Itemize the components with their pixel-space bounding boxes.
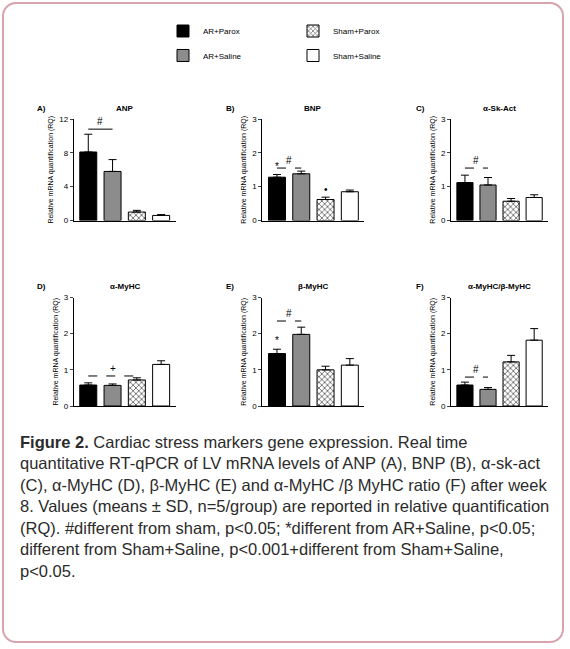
svg-text:1: 1	[64, 366, 69, 375]
svg-text:2: 2	[252, 149, 257, 158]
svg-text:#: #	[286, 155, 292, 166]
svg-text:0: 0	[64, 402, 69, 411]
svg-text:2: 2	[64, 329, 69, 338]
svg-text:Relative mRNA quantification (: Relative mRNA quantification (RQ)	[47, 116, 55, 224]
svg-text:1: 1	[252, 182, 257, 191]
svg-text:α-MyHC: α-MyHC	[110, 282, 140, 291]
svg-text:+: +	[110, 363, 116, 374]
svg-text:2: 2	[441, 149, 446, 158]
svg-text:C): C)	[416, 104, 425, 113]
svg-text:*: *	[275, 161, 279, 172]
svg-text:#: #	[473, 364, 479, 375]
svg-text:A): A)	[37, 104, 46, 113]
svg-text:*: *	[275, 335, 279, 346]
svg-text:β-MyHC: β-MyHC	[298, 282, 328, 291]
svg-text:0: 0	[252, 402, 257, 411]
svg-text:#: #	[286, 308, 292, 319]
svg-text:B): B)	[226, 104, 235, 113]
svg-text:12: 12	[59, 115, 68, 124]
svg-text:Relative mRNA quantification (: Relative mRNA quantification (RQ)	[240, 298, 248, 406]
svg-text:0: 0	[64, 216, 69, 225]
svg-text:#: #	[97, 116, 103, 127]
svg-text:AR+Parox: AR+Parox	[203, 27, 240, 36]
svg-text:Relative mRNA quantification (: Relative mRNA quantification (RQ)	[240, 116, 248, 224]
svg-text:F): F)	[416, 282, 424, 291]
svg-text:ANP: ANP	[116, 104, 134, 113]
svg-text:8: 8	[64, 149, 69, 158]
svg-text:4: 4	[64, 182, 69, 191]
svg-text:3: 3	[441, 293, 446, 302]
svg-text:3: 3	[252, 115, 257, 124]
svg-text:1: 1	[441, 182, 446, 191]
svg-text:1: 1	[441, 366, 446, 375]
svg-text:0: 0	[441, 216, 446, 225]
svg-text:Relative mRNA quantification (: Relative mRNA quantification (RQ)	[429, 116, 437, 224]
svg-text:2: 2	[441, 329, 446, 338]
svg-text:1: 1	[252, 366, 257, 375]
svg-text:0: 0	[252, 216, 257, 225]
svg-text:α-Sk-Act: α-Sk-Act	[483, 104, 516, 113]
svg-text:3: 3	[64, 293, 69, 302]
svg-text:3: 3	[441, 115, 446, 124]
svg-text:AR+Saline: AR+Saline	[203, 52, 242, 61]
svg-text:#: #	[473, 155, 479, 166]
svg-text:•: •	[324, 184, 328, 195]
svg-text:Sham+Parox: Sham+Parox	[333, 27, 379, 36]
svg-text:2: 2	[252, 329, 257, 338]
svg-text:Relative mRNA quantification (: Relative mRNA quantification (RQ)	[52, 298, 60, 406]
svg-text:E): E)	[226, 282, 234, 291]
svg-text:0: 0	[441, 402, 446, 411]
svg-text:Relative mRNA quantification (: Relative mRNA quantification (RQ)	[429, 298, 437, 406]
svg-text:BNP: BNP	[304, 104, 322, 113]
svg-text:α-MyHC/β-MyHC: α-MyHC/β-MyHC	[468, 282, 531, 291]
svg-text:D): D)	[37, 282, 46, 291]
svg-text:3: 3	[252, 293, 257, 302]
svg-text:Sham+Saline: Sham+Saline	[333, 52, 381, 61]
html-text:Figure 2. Cardiac stress marke: Figure 2. Cardiac stress markers gene ex…	[20, 433, 550, 580]
